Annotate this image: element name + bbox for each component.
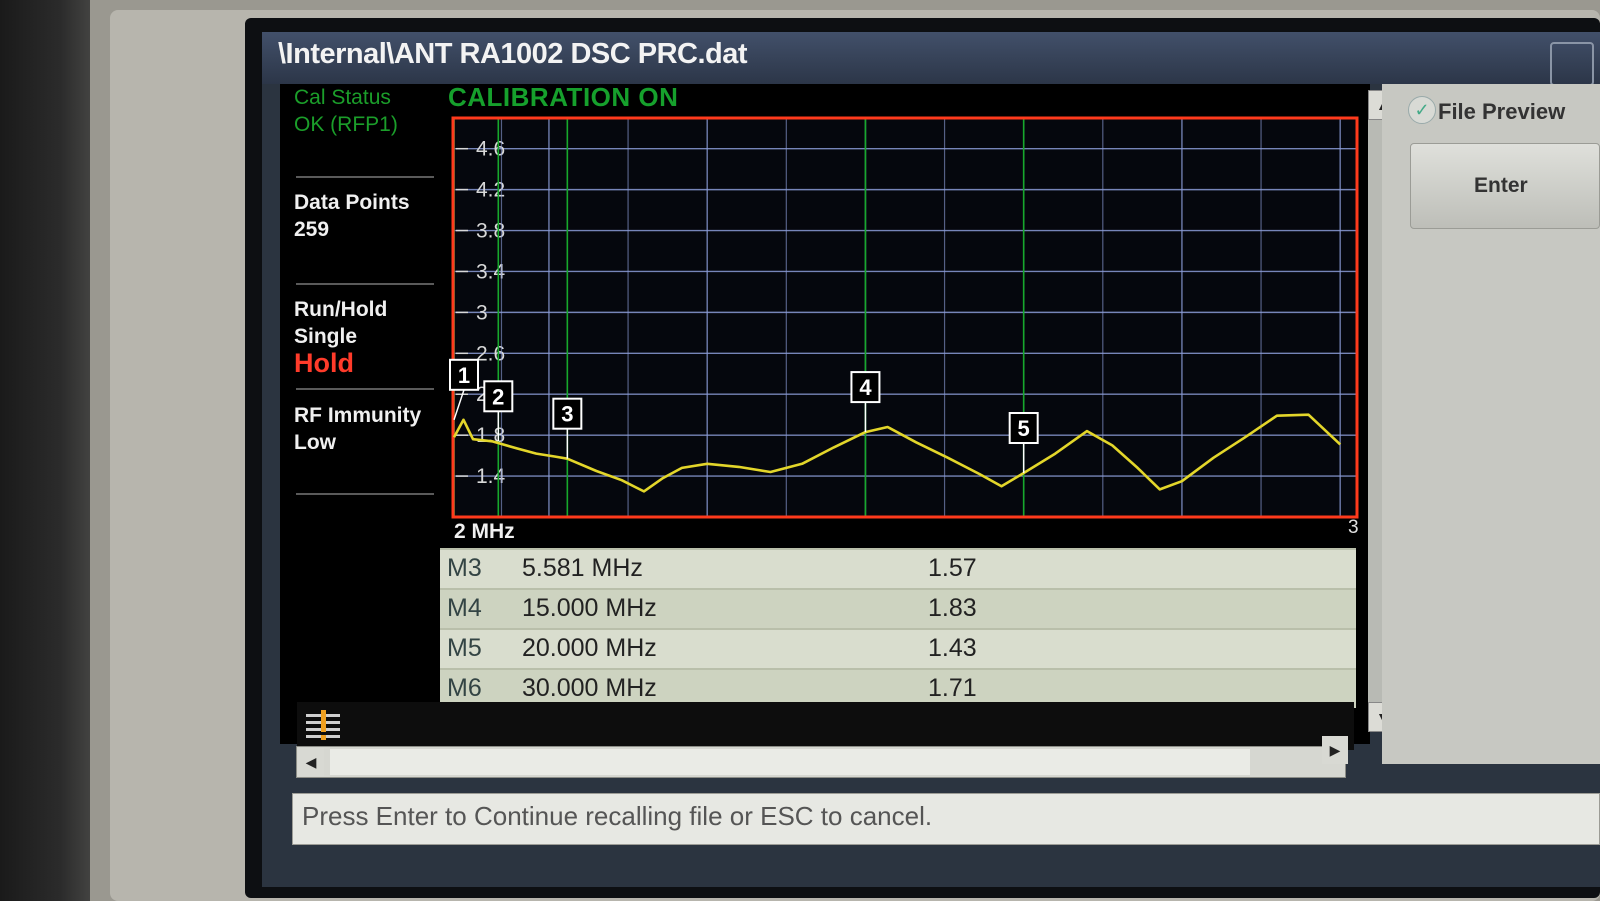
end-frequency-label: 3 xyxy=(1348,517,1359,538)
horizontal-scroll-thumb[interactable] xyxy=(330,749,1250,775)
marker-value: 1.83 xyxy=(928,594,977,622)
run-hold-state: Hold xyxy=(294,348,354,378)
rf-immunity-value: Low xyxy=(294,431,336,454)
divider xyxy=(296,388,434,390)
divider xyxy=(296,283,434,285)
marker-frequency: 30.000 MHz xyxy=(522,674,657,702)
marker-box xyxy=(483,380,514,413)
limit-border xyxy=(451,116,1359,519)
rf-immunity: RF Immunity Low xyxy=(294,402,421,456)
status-strip xyxy=(297,702,1354,750)
marker-frequency: 20.000 MHz xyxy=(522,634,657,662)
marker-box xyxy=(449,358,479,391)
cal-status: Cal Status OK (RFP1) xyxy=(294,84,398,138)
marker-frequency: 5.581 MHz xyxy=(522,554,643,582)
data-points: Data Points 259 xyxy=(294,189,410,243)
divider xyxy=(296,493,434,495)
y-tick-label: 2.6 xyxy=(476,342,505,365)
y-tick-label: 4.6 xyxy=(476,138,505,161)
marker-frequency: 15.000 MHz xyxy=(522,594,657,622)
file-preview-label[interactable]: File Preview xyxy=(1438,99,1566,124)
window-title: \Internal\ANT RA1002 DSC PRC.dat xyxy=(278,38,748,70)
y-tick-label: 4.2 xyxy=(476,179,505,202)
table-row[interactable]: M3 5.581 MHz 1.57 xyxy=(440,548,1356,588)
vswr-trace xyxy=(452,413,1342,493)
start-frequency-label: 2 MHz xyxy=(454,520,515,543)
run-hold: Run/Hold Single Hold xyxy=(294,296,387,377)
title-corner-button[interactable] xyxy=(1550,42,1594,86)
rf-immunity-label: RF Immunity xyxy=(294,404,422,427)
checkmark-icon[interactable]: ✓ xyxy=(1408,96,1436,124)
plot-background xyxy=(454,118,1356,517)
run-hold-label: Run/Hold xyxy=(294,298,388,321)
marker-label: 4 xyxy=(859,375,872,400)
y-tick-label: 3 xyxy=(476,301,488,324)
title-bar xyxy=(262,32,1600,84)
marker-value: 1.57 xyxy=(928,554,977,582)
marker-label: 2 xyxy=(492,384,504,409)
marker-table: M3 5.581 MHz 1.57 M4 15.000 MHz 1.83 M5 … xyxy=(440,548,1356,708)
cal-status-label: Cal Status xyxy=(294,86,391,109)
alert-list-icon[interactable] xyxy=(302,708,344,744)
marker-value: 1.43 xyxy=(928,634,977,662)
table-row[interactable]: M4 15.000 MHz 1.83 xyxy=(440,588,1356,628)
run-hold-mode: Single xyxy=(294,325,358,348)
scroll-left-icon[interactable]: ◀ xyxy=(298,748,324,776)
data-points-label: Data Points xyxy=(294,191,410,214)
marker-box xyxy=(850,371,881,404)
enter-button[interactable]: Enter xyxy=(1410,143,1600,229)
device-bezel-left xyxy=(0,0,100,901)
status-message: Press Enter to Continue recalling file o… xyxy=(302,801,933,831)
marker-id: M5 xyxy=(447,634,482,662)
marker-label: 3 xyxy=(561,402,573,427)
marker-label: 5 xyxy=(1018,416,1030,441)
y-tick-label: 3.8 xyxy=(476,220,505,243)
marker-id: M4 xyxy=(447,594,482,622)
marker-leader xyxy=(453,389,465,421)
scroll-right-icon[interactable]: ▶ xyxy=(1322,736,1348,764)
status-sidebar: Cal Status OK (RFP1) Data Points 259 Run… xyxy=(280,84,440,704)
marker-id: M3 xyxy=(447,554,482,582)
marker-box xyxy=(552,397,583,430)
table-row[interactable]: M5 20.000 MHz 1.43 xyxy=(440,628,1356,668)
divider xyxy=(296,176,434,178)
message-bar xyxy=(292,793,1600,845)
marker-label: 1 xyxy=(458,363,470,388)
data-points-value: 259 xyxy=(294,218,330,241)
cal-status-value: OK (RFP1) xyxy=(294,113,398,136)
table-row[interactable]: M6 30.000 MHz 1.71 xyxy=(440,668,1356,708)
marker-box xyxy=(1008,412,1039,445)
calibration-banner: CALIBRATION ON xyxy=(448,82,679,112)
marker-value: 1.71 xyxy=(928,674,977,702)
marker-id: M6 xyxy=(447,674,482,702)
